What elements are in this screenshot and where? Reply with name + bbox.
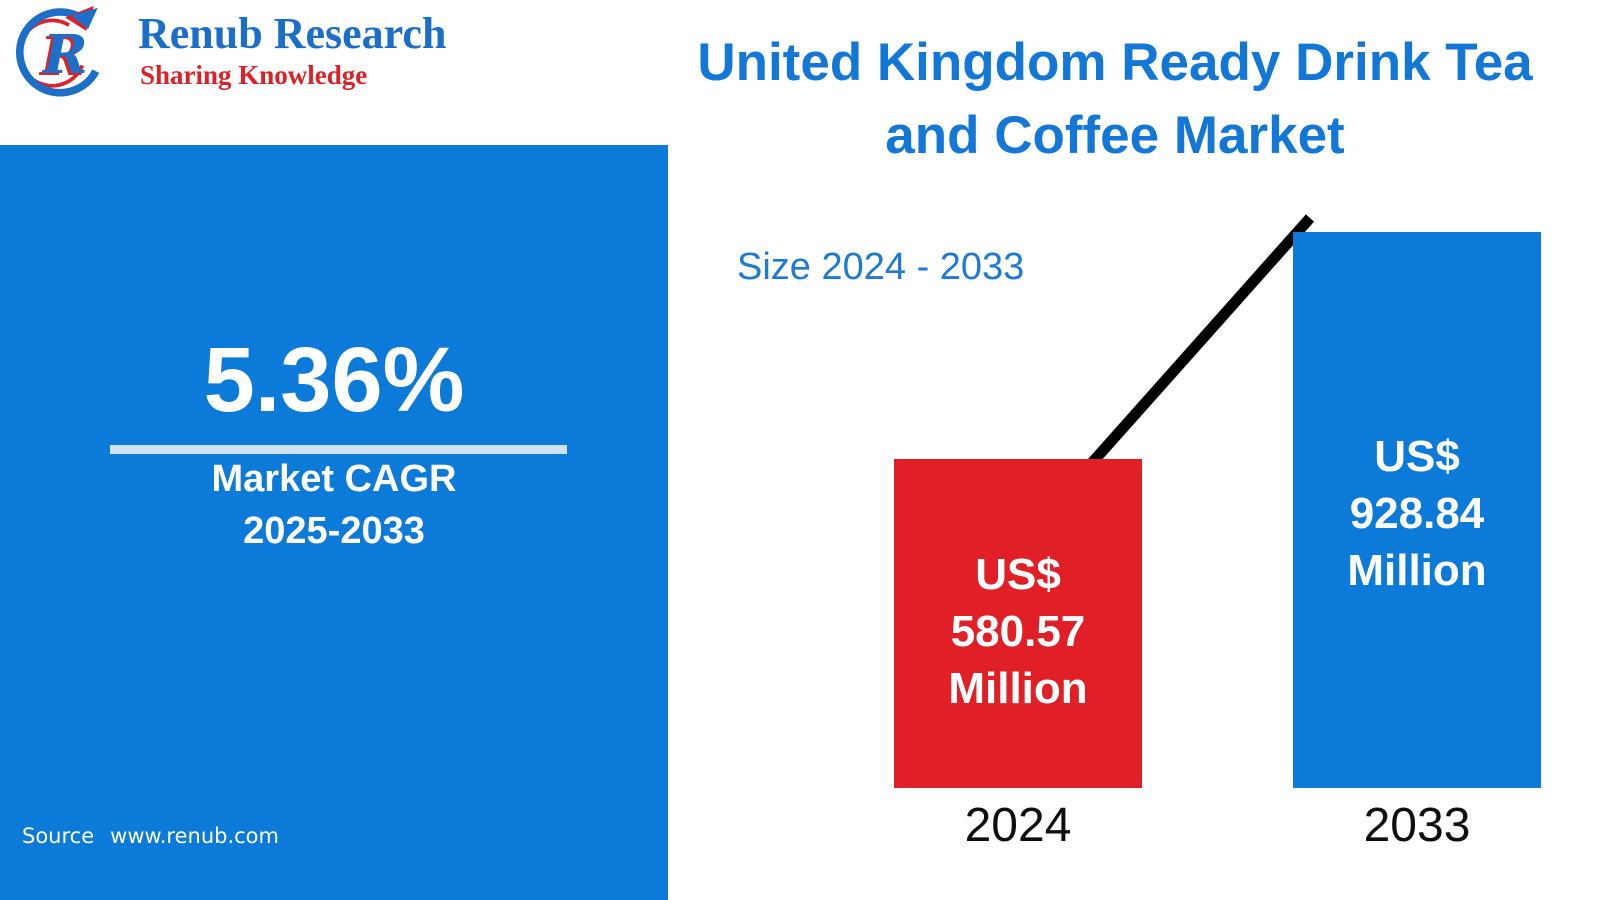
bar-2033-currency: US$	[1374, 432, 1460, 481]
bar-2024-unit: Million	[948, 664, 1088, 713]
category-label-2024: 2024	[964, 799, 1072, 852]
category-label-2033: 2033	[1363, 799, 1471, 852]
logo-tagline: Sharing Knowledge	[140, 60, 368, 90]
bar-2024-currency: US$	[975, 550, 1061, 599]
svg-text:R: R	[38, 25, 85, 88]
bar-2033-value-label: US$ 928.84 Million	[1293, 428, 1541, 599]
cagr-label: Market CAGR 2025-2033	[0, 453, 668, 557]
cagr-panel: 5.36% Market CAGR 2025-2033 Source www.re…	[0, 145, 668, 900]
bar-2033: US$ 928.84 Million	[1293, 232, 1541, 788]
bar-2024: US$ 580.57 Million	[894, 459, 1142, 788]
bar-2033-amount: 928.84	[1349, 489, 1485, 538]
svg-text:R: R	[41, 23, 88, 86]
bar-2024-amount: 580.57	[950, 607, 1086, 656]
bar-2024-value-label: US$ 580.57 Million	[894, 546, 1142, 717]
renub-logo-icon: R R	[16, 5, 100, 97]
cagr-value: 5.36%	[203, 329, 465, 431]
page-title-line2: and Coffee Market	[885, 106, 1345, 165]
logo: R R Renub Research Sharing Knowledge	[8, 4, 446, 100]
source-label: Source	[22, 824, 95, 848]
source-url: www.renub.com	[110, 824, 279, 848]
logo-brand-name: Renub Research	[138, 9, 447, 58]
page-title-line1: United Kingdom Ready Drink Tea	[697, 33, 1533, 92]
page-title: United Kingdom Ready Drink Tea and Coffe…	[640, 26, 1590, 172]
cagr-label-line2: 2025-2033	[243, 510, 425, 552]
cagr-label-line1: Market CAGR	[211, 458, 457, 500]
logo-text: Renub Research Sharing Knowledge	[138, 4, 447, 91]
source-note: Source www.renub.com	[22, 824, 279, 848]
bar-2033-unit: Million	[1347, 546, 1487, 595]
chart-subtitle: Size 2024 - 2033	[737, 246, 1025, 288]
divider-line	[110, 445, 567, 454]
